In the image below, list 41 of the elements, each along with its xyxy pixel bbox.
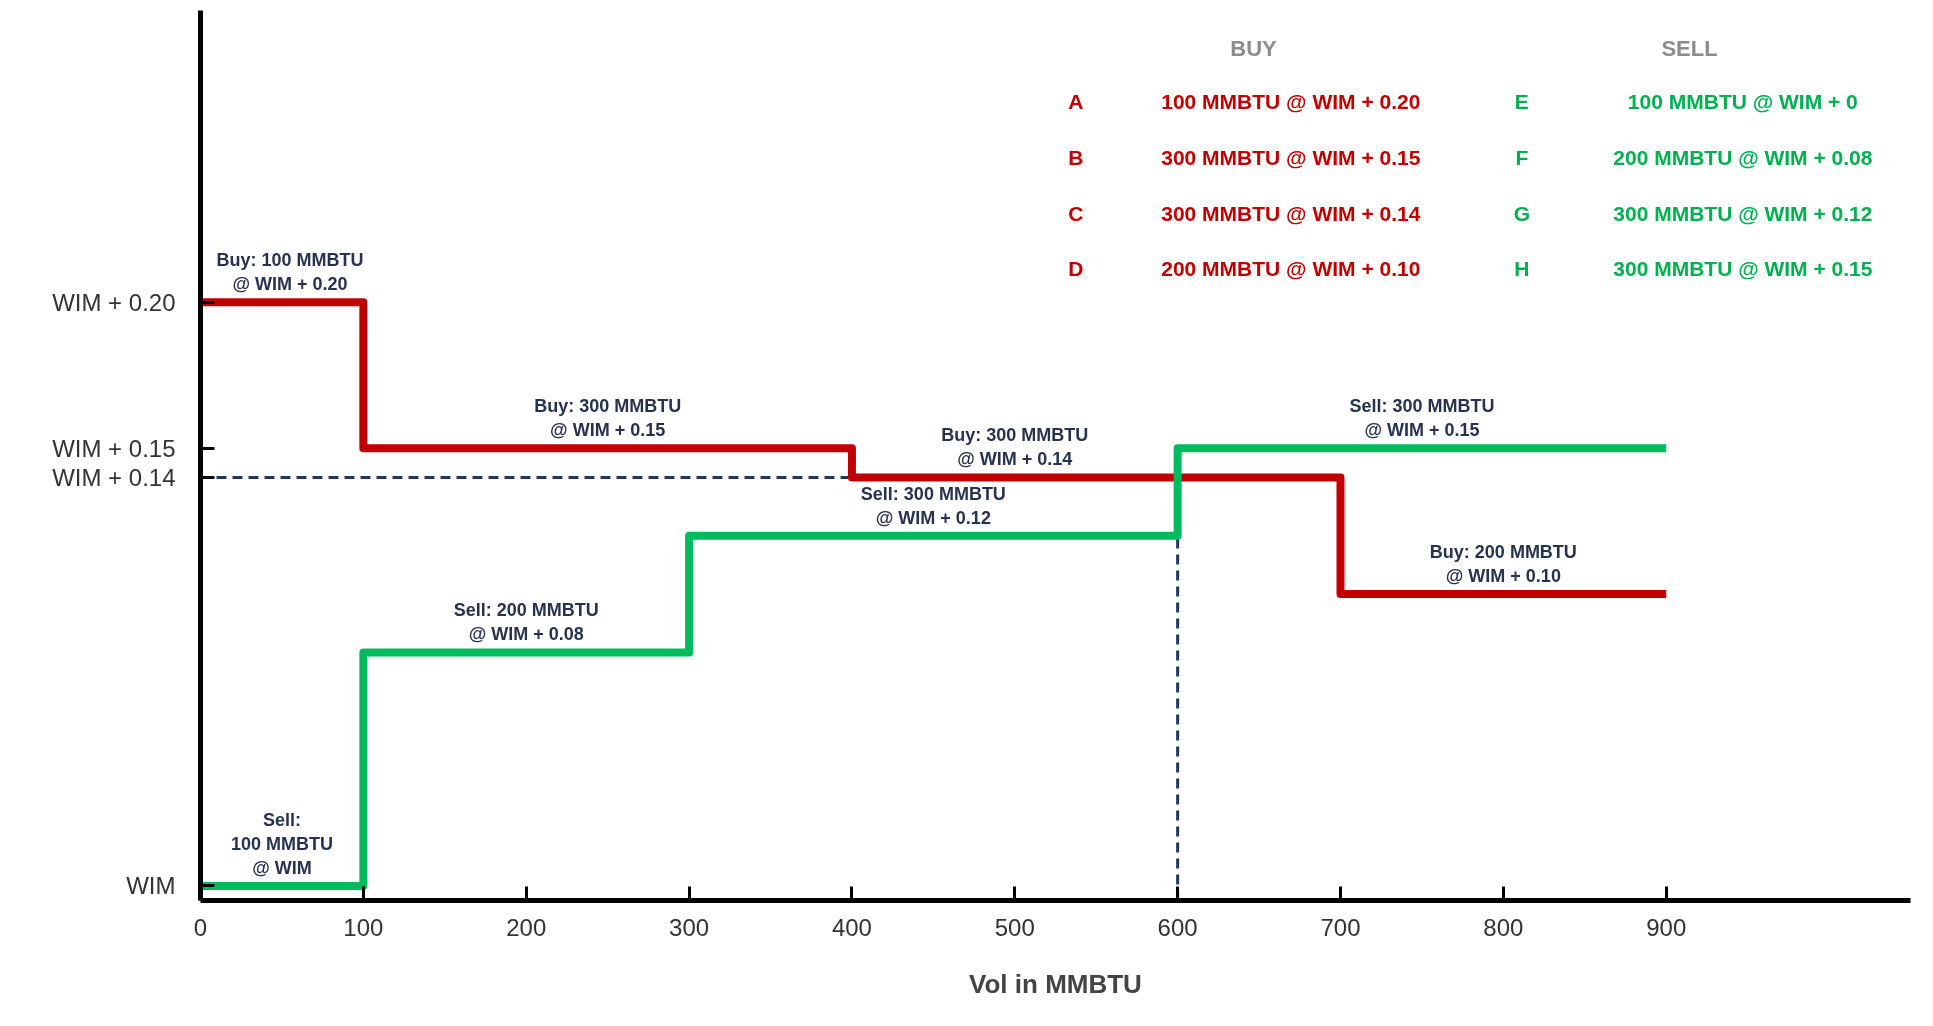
annotation: Sell: 200 MMBTU @ WIM + 0.08 <box>453 600 599 645</box>
annotation: 200 MMBTU @ WIM + 0.08 <box>1613 146 1873 170</box>
y-tick-label: WIM + 0.20 <box>52 288 176 316</box>
x-axis-title: Vol in MMBTU <box>969 968 1142 999</box>
annotation: G <box>1513 201 1531 225</box>
x-tick-label: 400 <box>831 913 872 941</box>
annotation: 100 MMBTU @ WIM + 0.20 <box>1161 90 1421 114</box>
ref-line-label: WIM + 0.14 <box>52 463 176 491</box>
annotation: Sell: 100 MMBTU @ WIM <box>230 809 333 878</box>
ref-line-label: 600 <box>1157 913 1198 941</box>
annotation: 200 MMBTU @ WIM + 0.10 <box>1161 257 1421 281</box>
annotation: Buy: 100 MMBTU @ WIM + 0.20 <box>216 250 364 295</box>
annotation: 300 MMBTU @ WIM + 0.12 <box>1613 201 1873 225</box>
x-tick-label: 100 <box>343 913 384 941</box>
x-tick-label: 300 <box>669 913 710 941</box>
annotation: 300 MMBTU @ WIM + 0.15 <box>1613 257 1873 281</box>
annotation: Buy: 300 MMBTU @ WIM + 0.14 <box>941 425 1089 470</box>
annotation: Buy: 300 MMBTU @ WIM + 0.15 <box>534 396 682 441</box>
x-tick-label: 900 <box>1646 913 1687 941</box>
y-tick-label: WIM + 0.15 <box>52 434 176 462</box>
annotation: C <box>1068 201 1084 225</box>
annotation: B <box>1068 146 1084 170</box>
annotation: A <box>1068 90 1084 114</box>
annotation: F <box>1515 146 1529 170</box>
x-tick-label: 700 <box>1320 913 1361 941</box>
annotation: D <box>1068 257 1084 281</box>
annotation: Sell: 300 MMBTU @ WIM + 0.12 <box>860 483 1006 528</box>
x-tick-label: 200 <box>506 913 547 941</box>
annotation: 300 MMBTU @ WIM + 0.15 <box>1161 146 1421 170</box>
annotation: E <box>1514 90 1529 114</box>
category-label: BUY <box>1230 35 1278 61</box>
x-tick-label: 500 <box>994 913 1035 941</box>
x-tick-label: 0 <box>193 913 208 941</box>
annotation: Sell: 300 MMBTU @ WIM + 0.15 <box>1349 396 1495 441</box>
x-tick-label: 800 <box>1483 913 1524 941</box>
y-tick-label: WIM <box>126 872 176 900</box>
annotation: H <box>1514 257 1530 281</box>
category-label: SELL <box>1661 35 1718 61</box>
annotation: 300 MMBTU @ WIM + 0.14 <box>1161 201 1421 225</box>
annotation: Buy: 200 MMBTU @ WIM + 0.10 <box>1429 542 1577 587</box>
annotation: 100 MMBTU @ WIM + 0 <box>1627 90 1858 114</box>
